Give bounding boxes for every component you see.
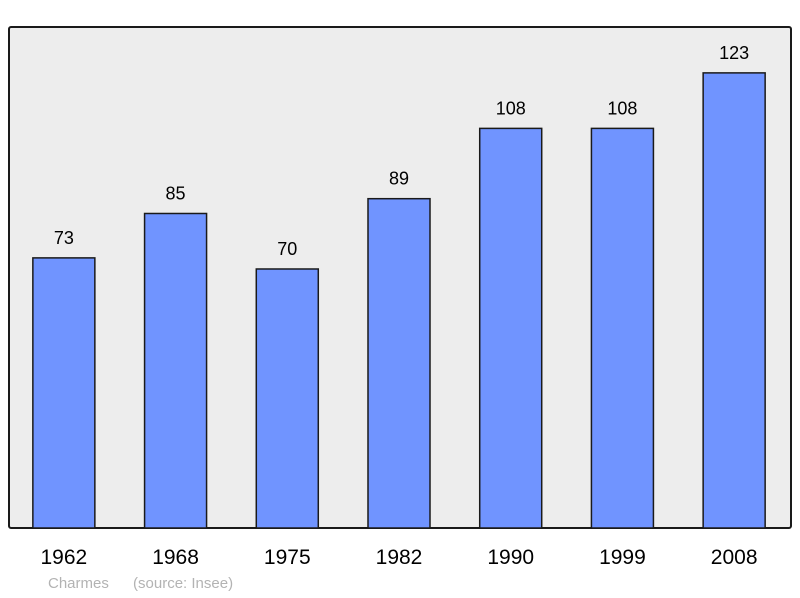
x-tick-label-1999: 1999 — [599, 546, 646, 569]
x-tick-label-1982: 1982 — [376, 546, 423, 569]
bar-1999 — [590, 127, 655, 529]
bar-1968 — [143, 212, 208, 529]
x-tick-label-2008: 2008 — [711, 546, 758, 569]
bar-2008 — [702, 72, 766, 529]
chart-footer: Charmes (source: Insee) — [48, 575, 253, 592]
x-tick-label-1962: 1962 — [40, 546, 87, 569]
x-tick-label-1968: 1968 — [152, 546, 199, 569]
bar-1990 — [478, 127, 543, 529]
bar-1962 — [32, 257, 96, 529]
data-label-1975: 70 — [277, 239, 297, 259]
data-label-1968: 85 — [166, 183, 186, 203]
data-label-1990: 108 — [496, 98, 526, 118]
bar-1982 — [367, 197, 431, 529]
x-tick-label-1990: 1990 — [487, 546, 534, 569]
data-label-1999: 108 — [607, 98, 637, 118]
data-label-2008: 123 — [719, 43, 749, 63]
data-label-1982: 89 — [389, 169, 409, 189]
footer-place: Charmes — [48, 575, 109, 592]
x-tick-label-1975: 1975 — [264, 546, 311, 569]
footer-source: (source: Insee) — [133, 575, 234, 592]
data-label-1962: 73 — [54, 228, 74, 248]
bar-1975 — [255, 268, 320, 529]
